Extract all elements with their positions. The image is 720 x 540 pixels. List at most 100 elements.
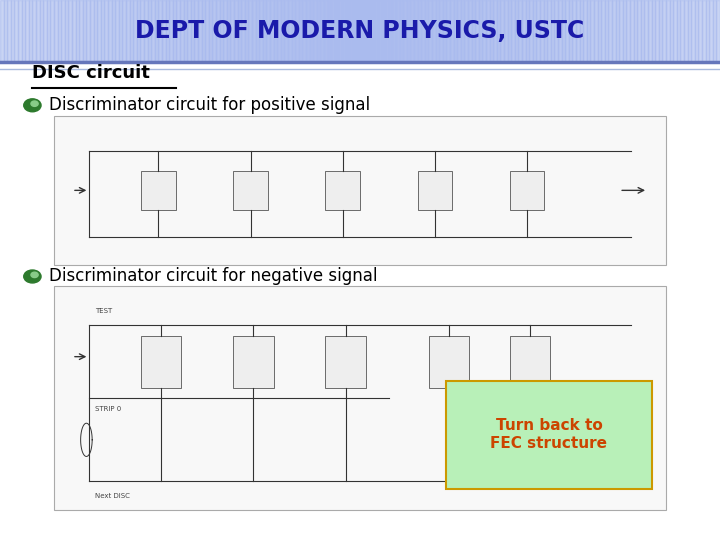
Bar <box>698 0 702 62</box>
Bar <box>454 0 457 62</box>
Bar <box>510 171 544 210</box>
Bar <box>583 0 587 62</box>
Bar <box>497 0 500 62</box>
Bar <box>65 0 68 62</box>
Bar <box>515 0 518 62</box>
Bar <box>209 0 212 62</box>
Bar <box>284 0 288 62</box>
Bar <box>432 0 436 62</box>
Bar <box>288 0 292 62</box>
Bar <box>25 0 29 62</box>
Bar <box>191 0 194 62</box>
Bar <box>590 0 594 62</box>
Text: Discriminator circuit for negative signal: Discriminator circuit for negative signa… <box>49 267 377 286</box>
Bar <box>270 0 274 62</box>
Bar <box>155 0 158 62</box>
Bar <box>140 0 144 62</box>
Bar <box>702 0 706 62</box>
Bar <box>234 0 238 62</box>
Bar <box>616 0 619 62</box>
Bar <box>43 0 47 62</box>
Bar <box>328 0 331 62</box>
Bar <box>184 0 187 62</box>
Bar <box>493 0 497 62</box>
Bar <box>335 0 338 62</box>
Bar <box>148 0 151 62</box>
Bar <box>349 0 353 62</box>
Bar <box>572 0 576 62</box>
Bar <box>580 0 583 62</box>
Bar <box>187 0 191 62</box>
Bar <box>141 171 176 210</box>
Bar <box>670 0 673 62</box>
Circle shape <box>31 101 38 106</box>
Bar <box>50 0 54 62</box>
Bar <box>666 0 670 62</box>
Bar <box>176 0 180 62</box>
Bar <box>569 0 572 62</box>
Bar <box>605 0 608 62</box>
Bar <box>371 0 374 62</box>
Bar <box>587 0 590 62</box>
Bar <box>317 0 320 62</box>
Bar <box>198 0 202 62</box>
Bar <box>551 0 554 62</box>
Bar <box>695 0 698 62</box>
Bar <box>626 0 630 62</box>
Bar <box>356 0 360 62</box>
Bar <box>252 0 256 62</box>
Bar <box>691 0 695 62</box>
Bar <box>382 0 385 62</box>
Bar <box>220 0 223 62</box>
Bar <box>158 0 162 62</box>
Bar <box>29 0 32 62</box>
Bar <box>331 0 335 62</box>
Bar <box>169 0 173 62</box>
Bar <box>274 0 277 62</box>
Bar <box>281 0 284 62</box>
Text: DISC circuit: DISC circuit <box>32 64 150 82</box>
Bar <box>612 0 616 62</box>
Bar <box>310 0 313 62</box>
Bar <box>554 0 558 62</box>
Bar <box>655 0 659 62</box>
Bar <box>0 0 720 62</box>
Bar <box>320 0 324 62</box>
Bar <box>144 0 148 62</box>
Bar <box>673 0 677 62</box>
Bar <box>374 0 378 62</box>
Bar <box>54 0 58 62</box>
Bar <box>299 0 302 62</box>
Bar <box>407 0 410 62</box>
Bar <box>536 0 540 62</box>
Bar <box>576 0 580 62</box>
Bar <box>472 0 475 62</box>
Bar <box>306 0 310 62</box>
Bar <box>508 0 511 62</box>
Bar <box>360 0 364 62</box>
Bar <box>414 0 418 62</box>
Bar <box>4 0 7 62</box>
Bar <box>659 0 662 62</box>
Bar <box>7 0 11 62</box>
FancyBboxPatch shape <box>54 116 666 265</box>
Bar <box>248 0 252 62</box>
Text: STRIP 0: STRIP 0 <box>95 406 121 411</box>
Bar <box>601 0 605 62</box>
Bar <box>0 0 4 62</box>
Bar <box>58 0 61 62</box>
Bar <box>72 0 76 62</box>
Bar <box>529 0 533 62</box>
Bar <box>227 0 230 62</box>
Bar <box>241 0 245 62</box>
Bar <box>115 0 119 62</box>
Bar <box>429 336 469 388</box>
Bar <box>558 0 562 62</box>
Bar <box>302 0 306 62</box>
Bar <box>436 0 439 62</box>
Bar <box>324 0 328 62</box>
FancyBboxPatch shape <box>54 286 666 510</box>
Bar <box>468 0 472 62</box>
Bar <box>443 0 446 62</box>
Bar <box>325 171 360 210</box>
